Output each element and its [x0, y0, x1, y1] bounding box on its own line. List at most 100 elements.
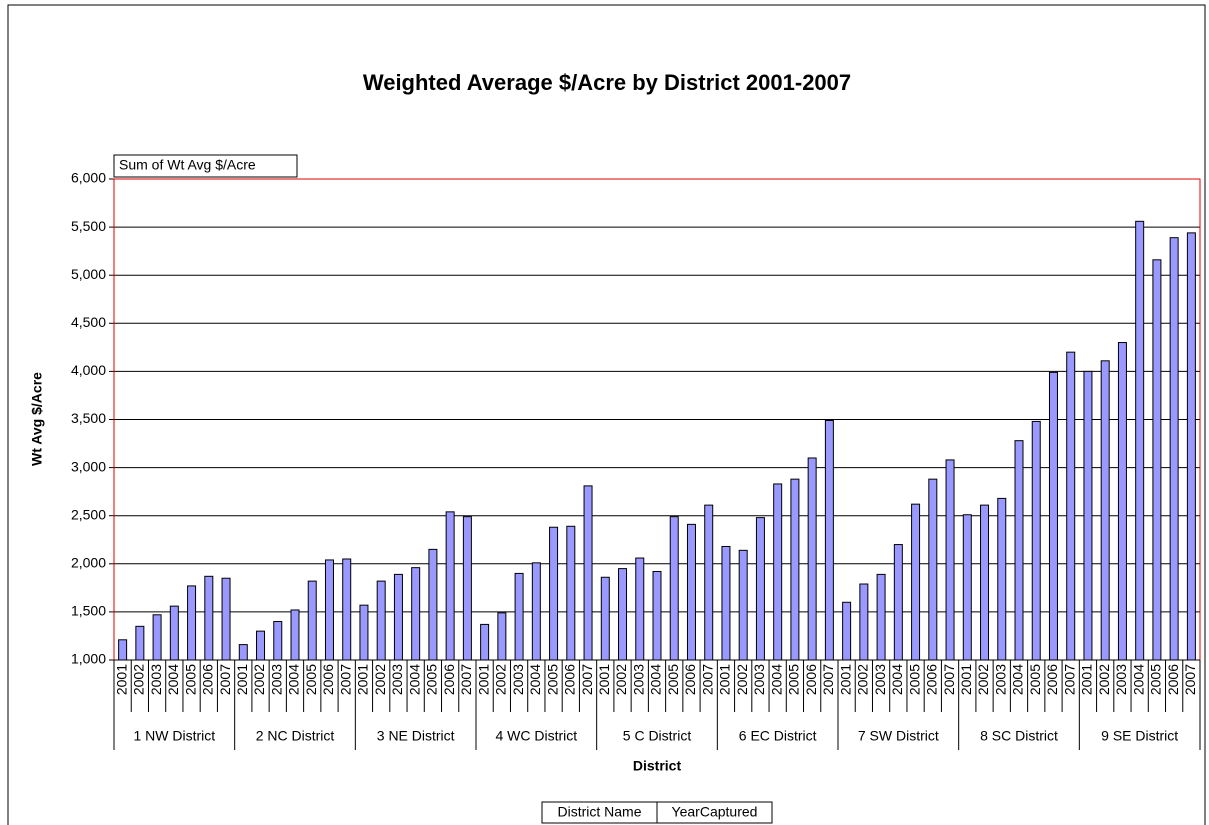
bar	[1169, 237, 1179, 661]
bar	[566, 525, 576, 661]
x-tick-label: 2005	[1148, 664, 1164, 695]
bar	[480, 623, 490, 661]
x-tick-label: 2004	[527, 664, 543, 695]
bar	[600, 576, 610, 661]
bar	[273, 621, 283, 661]
x-tick-label: 2001	[958, 664, 974, 695]
bar	[652, 570, 662, 661]
x-tick-label: 2001	[355, 664, 371, 695]
bar	[980, 504, 990, 661]
bar	[1117, 342, 1127, 661]
y-tick-label: 4,000	[71, 362, 106, 378]
bar	[118, 639, 128, 661]
x-tick-label: 2004	[1130, 664, 1146, 695]
chart-border	[7, 4, 1206, 825]
x-tick-label: 2004	[1010, 664, 1026, 695]
group-label: 4 WC District	[495, 728, 577, 744]
field-button-box[interactable]	[113, 154, 298, 178]
group-label: 1 NW District	[133, 728, 215, 744]
row-button-box[interactable]	[656, 801, 773, 824]
bar	[307, 580, 317, 661]
bar	[1152, 259, 1162, 661]
x-tick-label: 2006	[803, 664, 819, 695]
row-button[interactable]: YearCaptured	[672, 804, 758, 820]
x-tick-label: 2003	[992, 664, 1008, 695]
x-tick-label: 2003	[872, 664, 888, 695]
bar	[1186, 232, 1196, 661]
x-tick-label: 2005	[544, 664, 560, 695]
x-tick-label: 2005	[786, 664, 802, 695]
bar	[187, 585, 197, 661]
bar	[807, 457, 817, 661]
field-button[interactable]: Sum of Wt Avg $/Acre	[119, 157, 256, 173]
x-tick-label: 2002	[975, 664, 991, 695]
bar	[669, 516, 679, 661]
group-label: 3 NE District	[377, 728, 455, 744]
chart-title: Weighted Average $/Acre by District 2001…	[363, 70, 851, 95]
x-tick-label: 2002	[131, 664, 147, 695]
group-label: 2 NC District	[256, 728, 335, 744]
bar	[256, 630, 266, 661]
bar	[1083, 370, 1093, 661]
y-tick-label: 3,000	[71, 458, 106, 474]
bar	[135, 625, 145, 661]
y-tick-label: 6,000	[71, 170, 106, 186]
bar	[704, 504, 714, 661]
bar	[169, 605, 179, 661]
x-tick-label: 2007	[579, 664, 595, 695]
x-tick-label: 2006	[924, 664, 940, 695]
x-tick-label: 2003	[751, 664, 767, 695]
bar	[342, 558, 352, 661]
y-tick-label: 5,000	[71, 266, 106, 282]
x-tick-label: 2001	[837, 664, 853, 695]
x-tick-label: 2007	[337, 664, 353, 695]
x-tick-label: 2004	[286, 664, 302, 695]
x-tick-label: 2001	[234, 664, 250, 695]
x-tick-label: 2006	[441, 664, 457, 695]
x-tick-label: 2006	[562, 664, 578, 695]
y-tick-label: 3,500	[71, 410, 106, 426]
group-label: 9 SE District	[1101, 728, 1178, 744]
x-tick-label: 2004	[648, 664, 664, 695]
bar	[893, 544, 903, 661]
bar	[928, 478, 938, 661]
x-tick-label: 2001	[596, 664, 612, 695]
y-tick-label: 2,500	[71, 506, 106, 522]
x-tick-label: 2007	[941, 664, 957, 695]
y-tick-label: 5,500	[71, 218, 106, 234]
group-label: 5 C District	[623, 728, 692, 744]
x-tick-label: 2007	[820, 664, 836, 695]
bar	[497, 612, 507, 661]
x-tick-label: 2004	[889, 664, 905, 695]
bar	[221, 577, 231, 661]
x-tick-label: 2004	[406, 664, 422, 695]
bar	[204, 575, 214, 661]
x-tick-label: 2003	[630, 664, 646, 695]
x-tick-label: 2002	[251, 664, 267, 695]
row-button[interactable]: District Name	[557, 804, 641, 820]
y-tick-label: 1,000	[71, 651, 106, 667]
bar	[773, 483, 783, 661]
bar	[514, 572, 524, 661]
bar	[686, 523, 696, 661]
bar	[790, 478, 800, 661]
bar	[824, 419, 834, 661]
x-tick-label: 2002	[613, 664, 629, 695]
x-axis-title: District	[633, 758, 682, 774]
bar	[962, 514, 972, 661]
x-tick-label: 2005	[1027, 664, 1043, 695]
x-tick-label: 2004	[768, 664, 784, 695]
y-axis-title: Wt Avg $/Acre	[29, 372, 45, 466]
x-tick-label: 2003	[389, 664, 405, 695]
bar	[842, 601, 852, 661]
x-tick-label: 2003	[268, 664, 284, 695]
x-tick-label: 2005	[424, 664, 440, 695]
bar	[911, 503, 921, 661]
bar	[635, 557, 645, 661]
x-tick-label: 2007	[217, 664, 233, 695]
x-tick-label: 2001	[113, 664, 129, 695]
x-tick-label: 2006	[1165, 664, 1181, 695]
bar	[1031, 420, 1041, 661]
bar	[1135, 220, 1145, 661]
